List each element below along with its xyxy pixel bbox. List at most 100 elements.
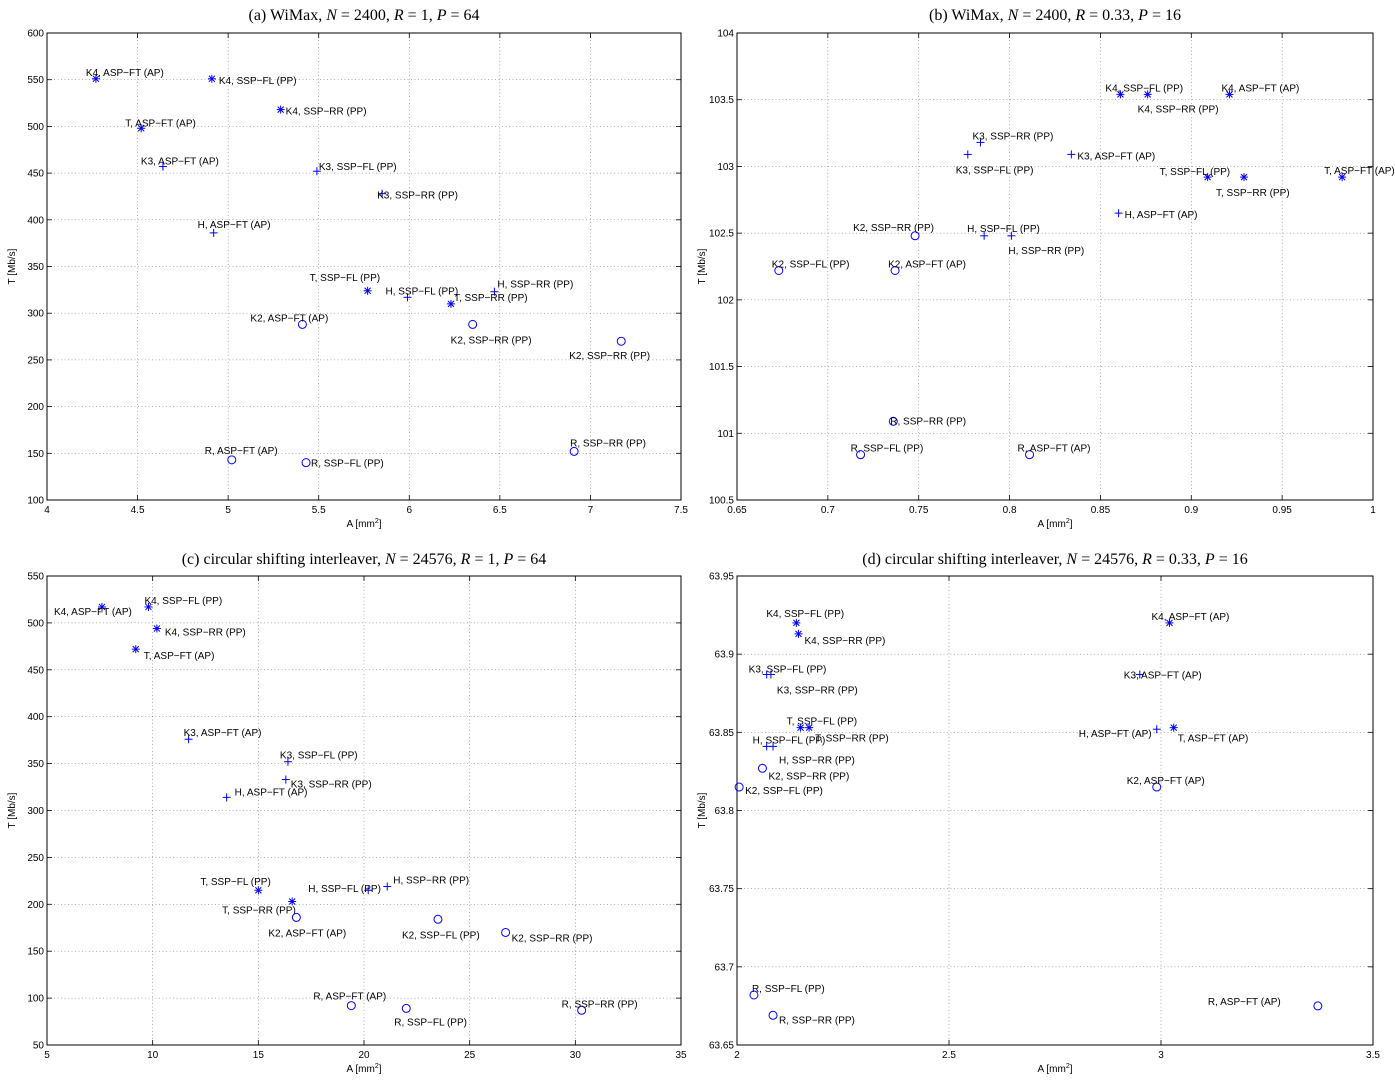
point-label: K2, SSP−RR (PP): [853, 223, 934, 234]
data-point-star: [1225, 90, 1234, 99]
y-tick-label: 200: [27, 402, 44, 413]
point-label: R, SSP−RR (PP): [570, 438, 646, 449]
y-tick-label: 400: [27, 215, 44, 226]
x-tick-label: 2.5: [942, 1050, 956, 1061]
x-tick-label: 15: [253, 1050, 265, 1061]
x-tick-label: 7: [588, 505, 594, 516]
point-label: H, ASP−FT (AP): [1079, 729, 1152, 740]
data-point-plus: [1067, 150, 1076, 159]
point-label: R, ASP−FT (AP): [313, 992, 386, 1003]
point-label: T, SSP−FL (PP): [310, 273, 380, 284]
chart-panel-3: (c) circular shifting interleaver, N = 2…: [7, 551, 687, 1075]
point-label: K3, SSP−FL (PP): [319, 162, 397, 173]
data-point-circle: [301, 458, 311, 468]
y-tick-label: 350: [27, 759, 44, 770]
data-point-plus: [184, 735, 193, 744]
x-tick-label: 4.5: [131, 505, 145, 516]
y-tick-label: 250: [27, 355, 44, 366]
y-tick-label: 200: [27, 900, 44, 911]
y-tick-label: 150: [27, 449, 44, 460]
data-point-circle: [433, 914, 443, 924]
y-axis-label: T [Mb/s]: [7, 792, 18, 828]
y-tick-label: 100: [27, 496, 44, 507]
y-tick-label: 101.5: [709, 362, 734, 373]
x-tick-label: 0.65: [727, 505, 747, 516]
x-tick-label: 3.5: [1366, 1050, 1380, 1061]
point-label: T, SSP−FL (PP): [1160, 167, 1230, 178]
point-label: R, SSP−RR (PP): [890, 416, 966, 427]
y-tick-label: 450: [27, 169, 44, 180]
chart-title: (d) circular shifting interleaver, N = 2…: [862, 551, 1247, 568]
data-point-star: [1116, 90, 1125, 99]
point-label: K3, SSP−FL (PP): [749, 664, 827, 675]
y-tick-label: 63.9: [715, 650, 735, 661]
plot-frame: [46, 32, 682, 501]
data-point-plus: [769, 742, 778, 751]
point-label: H, ASP−FT (AP): [198, 220, 271, 231]
point-label: H, SSP−RR (PP): [779, 755, 855, 766]
data-point-circle: [749, 990, 759, 1000]
data-point-circle: [468, 319, 478, 329]
x-tick-label: 1: [1370, 505, 1376, 516]
data-point-star: [137, 124, 146, 133]
y-tick-label: 300: [27, 309, 44, 320]
data-point-star: [794, 629, 803, 638]
point-label: K4, ASP−FT (AP): [1221, 83, 1299, 94]
x-tick-label: 0.8: [1003, 505, 1017, 516]
data-point-circle: [227, 455, 237, 465]
point-label: K2, SSP−FL (PP): [402, 930, 480, 941]
data-point-circle: [401, 1003, 411, 1013]
data-point-star: [276, 105, 285, 114]
chart-panel-4: (d) circular shifting interleaver, N = 2…: [697, 551, 1380, 1075]
y-tick-label: 50: [33, 1041, 45, 1052]
data-point-plus: [1007, 231, 1016, 240]
point-label: H, ASP−FT (AP): [1125, 210, 1198, 221]
point-label: K2, ASP−FT (AP): [1127, 776, 1205, 787]
y-tick-label: 63.65: [709, 1041, 734, 1052]
data-point-circle: [856, 450, 866, 460]
point-label: K4, SSP−FL (PP): [219, 76, 297, 87]
point-label: T, SSP−RR (PP): [1216, 188, 1290, 199]
chart-title: (c) circular shifting interleaver, N = 2…: [182, 551, 547, 568]
data-point-circle: [910, 231, 920, 241]
data-point-plus: [490, 287, 499, 296]
point-label: K3, SSP−RR (PP): [377, 191, 458, 202]
y-tick-label: 150: [27, 947, 44, 958]
data-point-star: [796, 723, 805, 732]
y-tick-label: 400: [27, 712, 44, 723]
x-tick-label: 20: [358, 1050, 370, 1061]
point-label: R, SSP−FL (PP): [851, 444, 924, 455]
point-label: K3, ASP−FT (AP): [141, 157, 219, 168]
data-point-star: [446, 299, 455, 308]
y-axis-label: T [Mb/s]: [7, 248, 18, 284]
point-label: K4, ASP−FT (AP): [1151, 612, 1229, 623]
x-tick-label: 30: [570, 1050, 582, 1061]
y-tick-label: 102.5: [709, 229, 734, 240]
y-tick-label: 500: [27, 618, 44, 629]
x-tick-label: 6: [407, 505, 413, 516]
data-point-star: [792, 618, 801, 627]
y-tick-label: 350: [27, 262, 44, 273]
point-label: H, SSP−FL (PP): [308, 884, 381, 895]
point-label: K4, SSP−FL (PP): [144, 596, 222, 607]
data-point-plus: [1114, 209, 1123, 218]
data-point-circle: [501, 927, 511, 937]
point-label: H, SSP−RR (PP): [393, 875, 469, 886]
data-point-star: [1169, 723, 1178, 732]
data-point-plus: [383, 882, 392, 891]
point-label: K3, ASP−FT (AP): [1124, 670, 1202, 681]
y-tick-label: 100: [27, 994, 44, 1005]
data-point-star: [1239, 173, 1248, 182]
point-label: K3, SSP−RR (PP): [972, 131, 1053, 142]
x-tick-label: 0.75: [909, 505, 929, 516]
y-tick-label: 103.5: [709, 95, 734, 106]
y-tick-label: 63.95: [709, 572, 734, 583]
point-label: K2, SSP−RR (PP): [451, 335, 532, 346]
data-point-plus: [283, 757, 292, 766]
data-point-plus: [766, 670, 775, 679]
plot-frame: [46, 575, 682, 1046]
point-label: H, SSP−FL (PP): [385, 286, 458, 297]
y-axis-label: T [Mb/s]: [697, 792, 708, 828]
plot-frame: [736, 32, 1374, 501]
data-point-star: [207, 74, 216, 83]
